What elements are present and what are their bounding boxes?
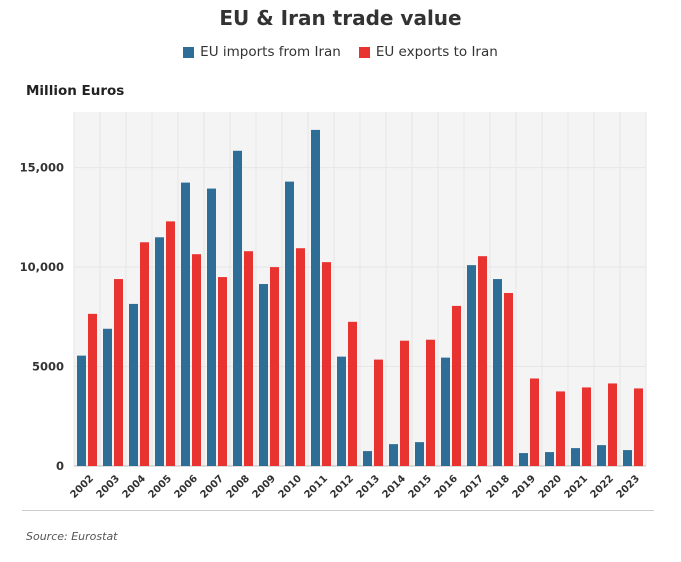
bar-imports[interactable] [233,150,242,467]
bar-exports[interactable] [296,248,305,466]
bar-exports[interactable] [400,340,409,466]
bar-exports[interactable] [270,267,279,466]
x-tick-label: 2018 [485,473,512,500]
x-tick-label: 2015 [407,473,434,500]
bar-exports[interactable] [140,242,149,466]
bar-imports[interactable] [285,181,294,466]
x-tick-label: 2009 [251,473,278,500]
legend-swatch-exports [358,46,370,58]
bar-imports[interactable] [441,357,450,466]
legend-label-imports: EU imports from Iran [200,44,341,60]
bar-imports[interactable] [571,448,580,466]
bar-imports[interactable] [207,188,216,466]
bar-imports[interactable] [467,265,476,466]
bar-exports[interactable] [504,292,513,466]
bar-imports[interactable] [597,445,606,466]
x-tick-label: 2021 [563,473,590,500]
legend-label-exports: EU exports to Iran [375,44,498,60]
y-tick-label: 0 [56,459,64,473]
bar-imports[interactable] [103,328,112,466]
x-tick-label: 2014 [381,473,408,500]
footer-divider [22,510,654,511]
bar-exports[interactable] [530,378,539,466]
bar-exports[interactable] [608,383,617,466]
bar-imports[interactable] [155,237,164,466]
x-tick-label: 2011 [303,473,330,500]
bar-exports[interactable] [166,221,175,466]
x-tick-label: 2017 [459,473,486,500]
bar-exports[interactable] [218,277,227,466]
bar-imports[interactable] [623,450,632,466]
x-tick-label: 2004 [121,473,148,500]
x-tick-label: 2022 [589,473,616,500]
bar-exports[interactable] [192,254,201,466]
bar-exports[interactable] [88,313,97,466]
bar-imports[interactable] [493,279,502,466]
bar-imports[interactable] [259,284,268,466]
y-axis-label: Million Euros [26,83,125,99]
legend-item-imports[interactable]: EU imports from Iran [183,44,341,60]
bar-exports[interactable] [556,391,565,466]
chart-title: EU & Iran trade value [219,6,462,30]
bar-exports[interactable] [478,256,487,466]
bar-exports[interactable] [114,279,123,466]
x-tick-label: 2019 [511,473,538,500]
bar-exports[interactable] [374,359,383,466]
y-tick-label: 5000 [32,360,64,374]
bar-imports[interactable] [77,355,86,466]
bar-imports[interactable] [311,129,320,467]
x-tick-label: 2007 [199,473,226,500]
bar-exports[interactable] [582,387,591,466]
x-tick-label: 2013 [355,473,382,500]
bar-imports[interactable] [545,452,554,466]
x-tick-label: 2008 [225,473,252,500]
legend-swatch-imports [183,46,195,58]
bar-imports[interactable] [181,182,190,466]
x-tick-label: 2003 [95,473,122,500]
bar-imports[interactable] [389,444,398,466]
bar-exports[interactable] [452,305,461,466]
x-tick-label: 2002 [69,473,96,500]
bar-exports[interactable] [426,339,435,466]
x-tick-label: 2010 [277,473,304,500]
bar-exports[interactable] [634,388,643,466]
x-tick-label: 2005 [147,473,174,500]
chart-legend: EU imports from Iran EU exports to Iran [0,44,681,60]
bar-imports[interactable] [363,451,372,466]
x-tick-label: 2020 [537,473,564,500]
legend-item-exports[interactable]: EU exports to Iran [358,44,498,60]
x-tick-label: 2006 [173,473,200,500]
bar-imports[interactable] [415,442,424,466]
x-tick-label: 2023 [615,473,642,500]
y-tick-label: 10,000 [20,260,64,274]
bar-imports[interactable] [129,303,138,466]
x-tick-label: 2016 [433,473,460,500]
y-tick-label: 15,000 [20,161,64,175]
bar-imports[interactable] [337,356,346,466]
x-tick-label: 2012 [329,473,356,500]
source-note: Source: Eurostat [26,530,118,543]
bar-imports[interactable] [519,453,528,466]
bar-exports[interactable] [244,251,253,466]
bar-exports[interactable] [348,321,357,466]
bar-exports[interactable] [322,262,331,466]
